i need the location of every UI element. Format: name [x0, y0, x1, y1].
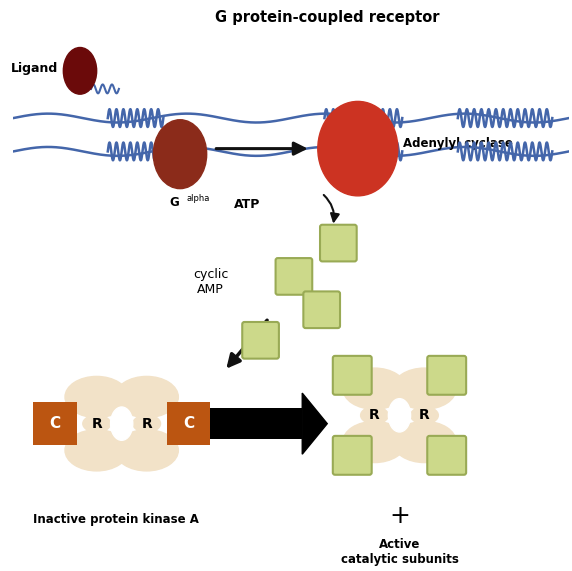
Text: R: R [141, 417, 152, 431]
Text: R: R [92, 417, 102, 431]
FancyBboxPatch shape [303, 291, 340, 328]
Ellipse shape [153, 120, 206, 188]
Text: R: R [419, 408, 430, 423]
FancyBboxPatch shape [427, 356, 466, 395]
Ellipse shape [65, 376, 128, 417]
Text: ATP: ATP [233, 198, 260, 211]
FancyBboxPatch shape [427, 436, 466, 475]
Ellipse shape [83, 415, 110, 432]
Ellipse shape [393, 368, 456, 409]
Text: +: + [389, 504, 410, 528]
Text: C: C [49, 416, 61, 431]
Ellipse shape [343, 421, 406, 463]
FancyBboxPatch shape [333, 356, 372, 395]
Text: Inactive protein kinase A: Inactive protein kinase A [33, 513, 199, 525]
Ellipse shape [115, 376, 178, 417]
Ellipse shape [133, 415, 161, 432]
FancyBboxPatch shape [333, 436, 372, 475]
Ellipse shape [110, 407, 133, 440]
Ellipse shape [393, 421, 456, 463]
Ellipse shape [343, 368, 406, 409]
FancyBboxPatch shape [276, 258, 312, 295]
Bar [166, 402, 210, 445]
Polygon shape [302, 393, 327, 454]
Ellipse shape [63, 47, 97, 94]
Polygon shape [13, 112, 569, 157]
Ellipse shape [318, 102, 398, 196]
Ellipse shape [388, 399, 411, 432]
Text: Adenylyl cyclase: Adenylyl cyclase [403, 136, 513, 150]
Text: $\mathbf{G}$: $\mathbf{G}$ [169, 196, 180, 209]
Text: alpha: alpha [186, 194, 210, 203]
Text: G protein-coupled receptor: G protein-coupled receptor [215, 10, 439, 25]
Text: Active
catalytic subunits: Active catalytic subunits [340, 537, 458, 565]
Ellipse shape [411, 407, 438, 424]
Ellipse shape [65, 430, 128, 471]
Text: Ligand: Ligand [10, 62, 58, 75]
FancyBboxPatch shape [191, 408, 302, 439]
Bar [33, 402, 77, 445]
FancyBboxPatch shape [242, 322, 279, 359]
Ellipse shape [115, 430, 178, 471]
Text: C: C [183, 416, 194, 431]
FancyBboxPatch shape [320, 225, 357, 262]
Text: R: R [369, 408, 380, 423]
Text: cyclic
AMP: cyclic AMP [193, 268, 228, 296]
Ellipse shape [360, 407, 388, 424]
